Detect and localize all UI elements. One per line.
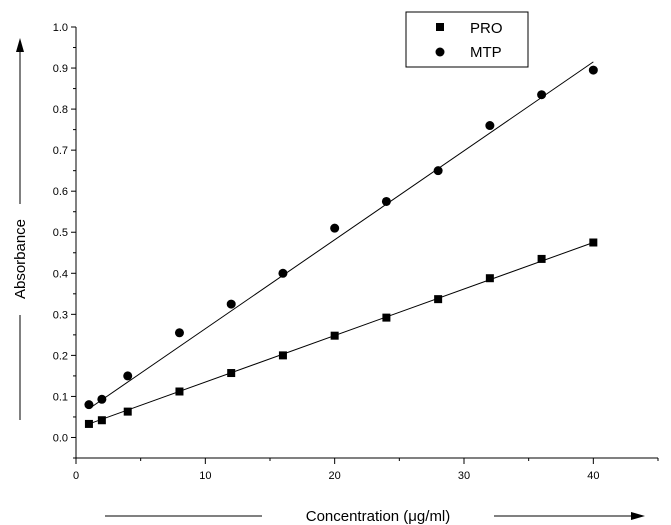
mtp-point: [174, 328, 184, 338]
y-axis-title-group: Absorbance: [12, 38, 29, 420]
mtp-point: [123, 371, 133, 381]
mtp-fit-line: [88, 61, 594, 410]
x-tick-label: 20: [329, 470, 341, 482]
mtp-point: [485, 121, 495, 131]
mtp-point: [330, 223, 340, 233]
pro-point: [278, 351, 287, 360]
pro-point: [589, 238, 598, 247]
pro-fit-line: [88, 242, 594, 425]
legend-mtp-circle-marker: [435, 47, 445, 57]
y-tick-label: 0.9: [53, 63, 68, 75]
x-tick-label: 30: [458, 470, 470, 482]
data-points: [84, 65, 598, 428]
axes: [75, 27, 658, 459]
mtp-point: [433, 166, 443, 176]
mtp-point: [97, 394, 107, 404]
x-arrow-head: [631, 512, 645, 520]
y-tick-label: 0.7: [53, 145, 68, 157]
legend: PRO MTP: [405, 11, 529, 68]
x-tick-label: 0: [73, 470, 79, 482]
legend-mtp-label: MTP: [470, 44, 502, 61]
y-tick-label: 0.3: [53, 309, 68, 321]
y-tick-label: 0.6: [53, 186, 68, 198]
pro-point: [330, 331, 339, 340]
x-tick-label: 40: [587, 470, 599, 482]
mtp-point: [278, 268, 288, 278]
pro-point: [537, 254, 546, 263]
x-ticks: 0 10 20 30 40: [73, 458, 659, 482]
x-axis-title-group: Concentration (μg/ml): [105, 508, 645, 525]
legend-box: [405, 11, 529, 68]
pro-point: [175, 387, 184, 396]
y-tick-label: 0.0: [53, 432, 68, 444]
y-axis-title: Absorbance: [12, 219, 29, 299]
pro-point: [123, 407, 132, 416]
x-axis-title: Concentration (μg/ml): [306, 508, 451, 525]
y-tick-label: 0.1: [53, 391, 68, 403]
mtp-point: [537, 90, 547, 100]
y-tick-label: 0.8: [53, 104, 68, 116]
pro-point: [485, 274, 494, 283]
y-arrow-head: [16, 38, 24, 52]
pro-point: [84, 419, 93, 428]
y-tick-label: 1.0: [53, 22, 68, 34]
pro-point: [434, 295, 443, 304]
mtp-point: [84, 400, 94, 410]
y-tick-label: 0.2: [53, 350, 68, 362]
legend-pro-label: PRO: [470, 20, 503, 37]
mtp-point: [226, 299, 236, 309]
mtp-point: [381, 196, 391, 206]
pro-point: [227, 369, 236, 378]
mtp-point: [588, 65, 598, 75]
pro-point: [382, 313, 391, 322]
x-tick-label: 10: [199, 470, 211, 482]
y-tick-label: 0.4: [53, 268, 68, 280]
y-ticks: 0.0 0.1 0.2 0.3 0.4 0.5 0.6 0.7 0.8 0.9 1.0: [53, 22, 76, 459]
legend-pro-square-marker: [436, 23, 444, 31]
y-tick-label: 0.5: [53, 227, 68, 239]
pro-point: [97, 416, 106, 425]
fit-lines: [88, 61, 594, 425]
